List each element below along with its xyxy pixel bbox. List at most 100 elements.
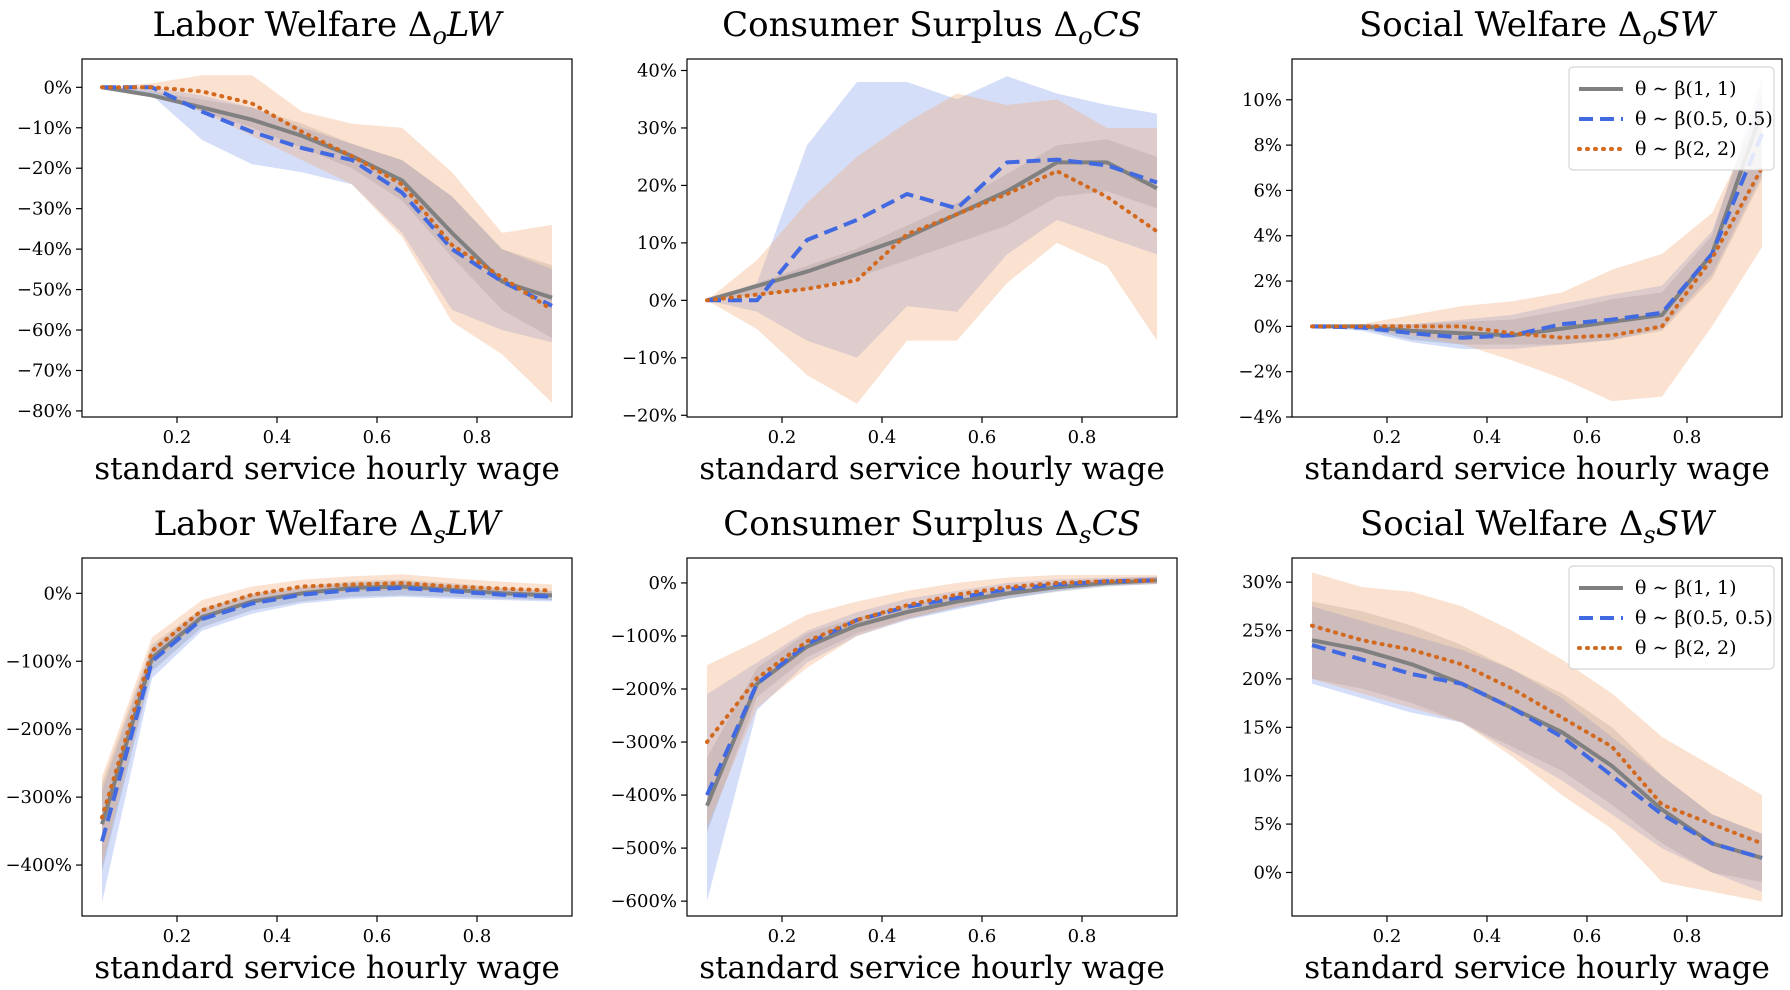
y-tick-label: −20% xyxy=(17,158,72,179)
y-tick-label: 0% xyxy=(43,583,72,604)
x-tick-label: 0.4 xyxy=(868,926,897,947)
y-tick-label: 4% xyxy=(1253,226,1282,247)
legend-label-arcsine: θ ∼ β(0.5, 0.5) xyxy=(1635,108,1773,130)
band-beta22 xyxy=(102,574,552,866)
line-arcsine xyxy=(707,157,1158,303)
x-tick-label: 0.2 xyxy=(768,427,797,448)
line-uniform xyxy=(101,85,553,300)
x-tick-label: 0.6 xyxy=(968,427,997,448)
y-tick-label: −4% xyxy=(1238,407,1282,428)
y-tick-label: −10% xyxy=(17,118,72,139)
y-tick-label: 20% xyxy=(1242,669,1282,690)
y-tick-label: −40% xyxy=(17,239,72,260)
panel-top-middle: 40% 30% 20% 10% 0% −10% −20% 0.2 0.4 0.6 0.8 Consum… xyxy=(622,5,1178,487)
y-tick-label: 10% xyxy=(1242,90,1282,111)
y-tick-label: −10% xyxy=(622,348,677,369)
y-tick-label: −200% xyxy=(610,679,677,700)
x-tick-label: 0.4 xyxy=(868,427,897,448)
y-tick-label: −500% xyxy=(610,838,677,859)
y-tick-label: 15% xyxy=(1242,717,1282,738)
band-beta22 xyxy=(707,575,1157,827)
y-tick-label: −200% xyxy=(5,719,72,740)
x-tick-label: 0.4 xyxy=(263,427,292,448)
x-tick-label: 0.8 xyxy=(1673,427,1702,448)
panel-bottom-right: 30% 25% 20% 15% 10% 5% 0% 0.2 0.4 0.6 0.8 Social We… xyxy=(1242,504,1783,986)
x-tick-label: 0.6 xyxy=(1573,427,1602,448)
legend-label-uniform: θ ∼ β(1, 1) xyxy=(1635,577,1737,599)
y-tick-label: −300% xyxy=(5,787,72,808)
x-tick-label: 0.2 xyxy=(1373,926,1402,947)
chart-title: Consumer Surplus ΔoCS xyxy=(722,5,1142,50)
y-tick-label: 2% xyxy=(1253,271,1282,292)
line-arcsine xyxy=(102,85,553,308)
band-beta22 xyxy=(102,75,552,403)
y-tick-label: 10% xyxy=(1242,766,1282,787)
y-tick-label: −400% xyxy=(5,855,72,876)
line-beta22 xyxy=(100,581,554,820)
panel-top-right: 10% 8% 6% 4% 2% 0% −2% −4% 0.2 0.4 0.6 0.8 Social We… xyxy=(1238,5,1783,487)
y-tick-label: 30% xyxy=(1242,572,1282,593)
axes-frame xyxy=(81,557,573,917)
y-tick-label: 8% xyxy=(1253,135,1282,156)
legend-label-uniform: θ ∼ β(1, 1) xyxy=(1635,78,1737,100)
y-tick-label: 10% xyxy=(637,233,677,254)
axes-frame xyxy=(686,557,1178,917)
y-tick-label: −30% xyxy=(17,199,72,220)
line-beta22 xyxy=(705,169,1159,303)
band-uniform xyxy=(102,579,552,872)
line-beta22 xyxy=(1310,623,1764,846)
legend-box xyxy=(1568,565,1775,670)
line-beta22 xyxy=(1310,165,1764,340)
x-tick-label: 0.6 xyxy=(363,427,392,448)
y-tick-label: 0% xyxy=(43,77,72,98)
y-tick-label: 20% xyxy=(637,175,677,196)
line-arcsine xyxy=(100,585,553,842)
x-tick-label: 0.6 xyxy=(363,926,392,947)
line-beta22 xyxy=(705,578,1159,744)
y-tick-label: −100% xyxy=(610,626,677,647)
legend-label-beta22: θ ∼ β(2, 2) xyxy=(1635,138,1737,160)
x-axis-label: standard service hourly wage xyxy=(699,451,1165,487)
chart-title: Labor Welfare ΔoLW xyxy=(153,5,505,50)
x-tick-label: 0.6 xyxy=(968,926,997,947)
x-tick-label: 0.2 xyxy=(1373,427,1402,448)
x-tick-label: 0.4 xyxy=(1473,926,1502,947)
x-tick-label: 0.2 xyxy=(768,926,797,947)
panel-top-left: 0% −10% −20% −30% −40% −50% −60% −70% −80% 0.2 0.4… xyxy=(17,5,573,487)
y-tick-label: −70% xyxy=(17,360,72,381)
line-beta22 xyxy=(100,85,554,312)
line-arcsine xyxy=(1311,133,1764,340)
band-arcsine xyxy=(102,87,552,343)
legend-label-beta22: θ ∼ β(2, 2) xyxy=(1635,637,1737,659)
y-tick-label: −600% xyxy=(610,891,677,912)
x-tick-label: 0.8 xyxy=(1673,926,1702,947)
x-axis-label: standard service hourly wage xyxy=(94,451,560,487)
legend-box xyxy=(1568,66,1775,171)
y-tick-label: 40% xyxy=(637,60,677,81)
axes-frame xyxy=(81,58,573,418)
y-tick-label: −100% xyxy=(5,651,72,672)
x-tick-label: 0.8 xyxy=(463,926,492,947)
y-tick-label: −400% xyxy=(610,785,677,806)
y-tick-label: −60% xyxy=(17,320,72,341)
x-tick-label: 0.8 xyxy=(1068,427,1097,448)
chart-title: Social Welfare ΔsSW xyxy=(1360,504,1717,549)
axes-frame xyxy=(1291,557,1783,917)
x-axis-label: standard service hourly wage xyxy=(1304,451,1770,487)
band-uniform xyxy=(707,139,1157,301)
band-beta22 xyxy=(1312,572,1762,902)
y-tick-label: 30% xyxy=(637,118,677,139)
x-tick-label: 0.4 xyxy=(263,926,292,947)
x-axis-label: standard service hourly wage xyxy=(699,950,1165,986)
y-tick-label: 6% xyxy=(1253,180,1282,201)
y-tick-label: −300% xyxy=(610,732,677,753)
chart-title: Consumer Surplus ΔsCS xyxy=(723,504,1141,549)
legend: θ ∼ β(1, 1) θ ∼ β(0.5, 0.5) θ ∼ β(2, 2) xyxy=(1568,565,1775,670)
y-tick-label: 5% xyxy=(1253,814,1282,835)
x-tick-label: 0.8 xyxy=(463,427,492,448)
line-uniform xyxy=(100,584,553,825)
y-tick-label: −80% xyxy=(17,401,72,422)
axes-frame xyxy=(1291,58,1783,418)
x-tick-label: 0.2 xyxy=(163,926,192,947)
